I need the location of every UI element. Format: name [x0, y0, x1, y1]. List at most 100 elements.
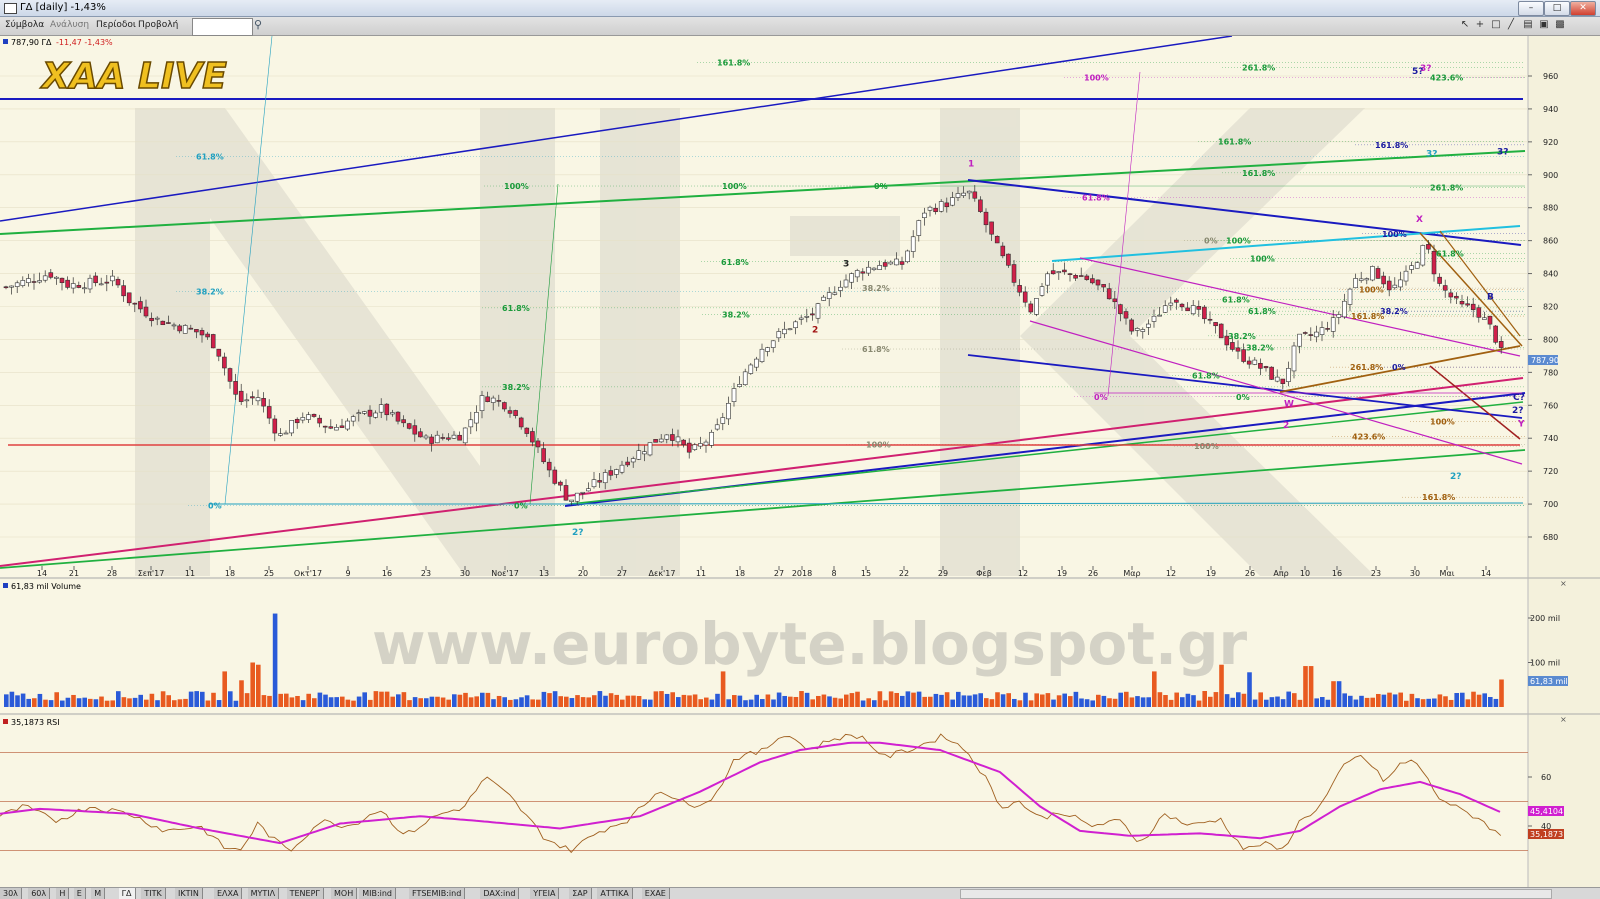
- x-tick-label: Μαρ: [1123, 569, 1140, 578]
- symbol-input[interactable]: [192, 18, 253, 36]
- candle-body: [955, 193, 961, 198]
- symbol-tab[interactable]: ΥΓΕΙΑ: [530, 888, 560, 899]
- symbol-tab[interactable]: ΜΥΤΙΛ: [247, 888, 280, 899]
- x-tick-label: 14: [37, 569, 47, 578]
- crosshair-icon[interactable]: +: [1475, 19, 1485, 30]
- menu-item-symbols[interactable]: Σύμβολα: [5, 20, 45, 30]
- x-tick-label: 27: [617, 569, 627, 578]
- volume-bar: [631, 695, 636, 707]
- symbol-tab[interactable]: ΓΔ: [118, 888, 136, 899]
- symbol-tab[interactable]: ΣΑΡ: [569, 888, 592, 899]
- symbol-tab[interactable]: ΜΟΗ: [331, 888, 358, 899]
- volume-bar: [127, 698, 132, 707]
- symbol-tab[interactable]: ΤΕΝΕΡΓ: [286, 888, 324, 899]
- symbol-tab[interactable]: Μ: [91, 888, 106, 899]
- volume-bar: [177, 699, 183, 707]
- candle-body: [810, 313, 815, 316]
- window-title: ΓΔ [daily] -1,43%: [20, 2, 106, 13]
- symbol-tab[interactable]: DAX:ind: [480, 888, 520, 899]
- candle-body: [451, 434, 457, 439]
- chart-svg[interactable]: 161.8%261.8%100% 423.6%61.8%161.8% 161.8%1…: [0, 35, 1600, 888]
- candle-body: [1442, 285, 1448, 291]
- volume-bar: [312, 698, 317, 707]
- candle-body: [1448, 292, 1454, 298]
- layout-icon[interactable]: ▤: [1523, 19, 1533, 30]
- symbol-tab[interactable]: FTSEMIB:ind: [409, 888, 466, 899]
- menu-item-view[interactable]: Προβολή: [138, 20, 179, 30]
- candle-body: [1078, 275, 1084, 277]
- volume-bar: [228, 691, 233, 707]
- candle-body: [216, 348, 222, 357]
- volume-bar: [1219, 664, 1224, 707]
- volume-bar: [60, 700, 65, 707]
- symbol-tab[interactable]: Ε: [73, 888, 86, 899]
- menu-item-analysis[interactable]: Ανάλυση: [50, 20, 90, 30]
- candle-body: [832, 292, 838, 295]
- window-icon[interactable]: ▣: [1539, 19, 1549, 30]
- close-button[interactable]: ✕: [1570, 1, 1596, 16]
- volume-header: 61,83 mil Volume: [11, 582, 81, 591]
- candle-body: [1168, 302, 1174, 306]
- symbol-tab[interactable]: ΑΤΤΙΚΑ: [597, 888, 633, 899]
- symbol-tab[interactable]: ΤΙΤΚ: [141, 888, 166, 899]
- symbol-tab[interactable]: 30λ: [0, 888, 22, 899]
- fib-label: 161.8%: [1218, 138, 1251, 147]
- candle-body: [608, 470, 614, 476]
- symbol-tab[interactable]: Η: [56, 888, 70, 899]
- volume-bar: [446, 699, 451, 707]
- minimize-button[interactable]: –: [1518, 1, 1544, 16]
- candle-body: [1174, 299, 1179, 303]
- menu-bar: Σύμβολα Ανάλυση Περίοδοι Προβολή ⚲ ↖ + □…: [0, 17, 1600, 36]
- volume-bar: [547, 693, 552, 707]
- volume-bar: [989, 699, 995, 707]
- volume-bar: [737, 695, 743, 707]
- candle-body: [272, 418, 278, 434]
- rectangle-icon[interactable]: □: [1491, 19, 1501, 30]
- volume-bar: [524, 695, 530, 707]
- fib-label: 100%: [1226, 236, 1251, 245]
- volume-bar: [911, 692, 916, 707]
- x-tick-label: 29: [938, 569, 948, 578]
- candle-body: [1235, 347, 1241, 352]
- symbol-tab[interactable]: 60λ: [28, 888, 51, 899]
- price-change: -11,47 -1,43%: [56, 38, 113, 47]
- volume-close-icon[interactable]: ×: [1560, 579, 1567, 588]
- candle-body: [121, 285, 126, 297]
- candle-body: [401, 419, 406, 424]
- candle-body: [815, 303, 821, 319]
- candle-body: [989, 221, 994, 235]
- volume-bar: [155, 700, 160, 707]
- symbol-tab[interactable]: ΕΛΧΑ: [214, 888, 243, 899]
- volume-bar: [793, 696, 799, 707]
- menu-item-periods[interactable]: Περίοδοι: [96, 20, 136, 30]
- volume-bar: [412, 697, 418, 707]
- x-tick-label: 25: [264, 569, 274, 578]
- candle-body: [653, 439, 658, 443]
- candle-body: [1017, 285, 1022, 293]
- volume-bar: [373, 691, 379, 707]
- symbol-tab[interactable]: ΕΧΑΕ: [641, 888, 670, 899]
- volume-bar: [200, 691, 205, 707]
- candle-body: [1039, 286, 1045, 296]
- volume-bar: [1112, 698, 1118, 707]
- symbol-tab[interactable]: MIB:ind: [359, 888, 397, 899]
- candle-body: [70, 283, 76, 289]
- maximize-button[interactable]: □: [1544, 1, 1570, 16]
- candle-body: [614, 469, 619, 475]
- save-icon[interactable]: ▩: [1555, 19, 1565, 30]
- fib-label: 161.8%: [717, 59, 750, 68]
- symbol-tab[interactable]: ΙΚΤΙΝ: [175, 888, 203, 899]
- line-icon[interactable]: ╱: [1507, 19, 1515, 30]
- volume-bar: [1471, 691, 1476, 707]
- volume-bar: [743, 700, 748, 707]
- x-tick-label: 12: [1018, 569, 1028, 578]
- search-icon[interactable]: ⚲: [254, 18, 263, 31]
- volume-bar: [586, 697, 591, 707]
- cursor-icon[interactable]: ↖: [1460, 19, 1470, 30]
- candle-body: [1420, 245, 1426, 266]
- rsi-close-icon[interactable]: ×: [1560, 715, 1567, 724]
- candle-body: [927, 206, 933, 211]
- volume-bar: [698, 699, 703, 707]
- volume-bar: [138, 694, 143, 707]
- volume-bar: [1023, 692, 1028, 707]
